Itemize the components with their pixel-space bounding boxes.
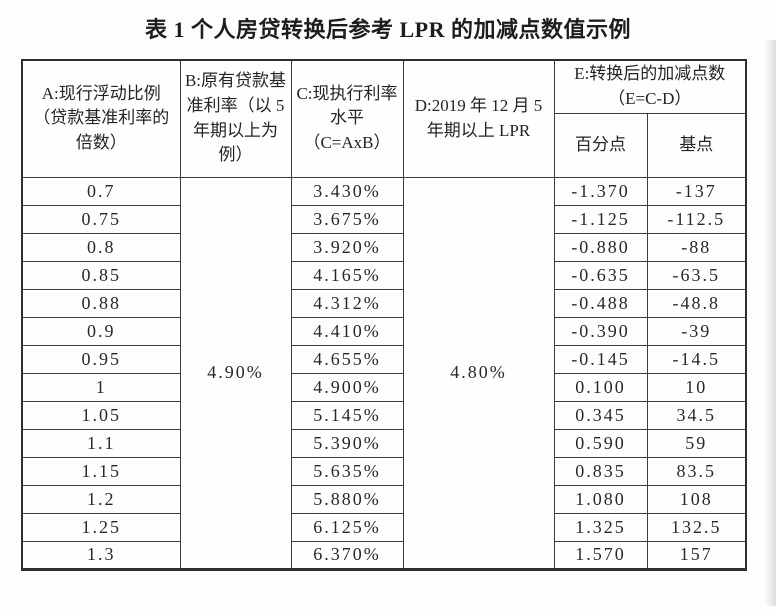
cell-percent-points: -0.635: [553, 260, 648, 290]
cell-current-rate: 5.880%: [290, 484, 404, 514]
cell-percent-points: 1.325: [553, 512, 648, 542]
cell-percent-points: 0.345: [553, 400, 648, 430]
cell-basis-points: 108: [646, 484, 747, 514]
header-col-a: A:现行浮动比例（贷款基准利率的倍数）: [21, 59, 181, 178]
cell-percent-points: 0.100: [553, 372, 648, 402]
header-col-e-percent: 百分点: [553, 112, 648, 178]
cell-basis-points: 157: [646, 540, 747, 570]
cell-basis-points: -63.5: [646, 260, 747, 290]
table-row: 1.15 5.635% 0.835 83.5: [21, 456, 747, 486]
table-row: 1.2 5.880% 1.080 108: [21, 484, 747, 514]
cell-current-rate: 6.125%: [290, 512, 404, 542]
cell-current-rate: 5.145%: [290, 400, 404, 430]
header-col-e-basis: 基点: [646, 112, 747, 178]
cell-basis-points: 10: [646, 372, 747, 402]
header-col-c: C:现执行利率水平（C=AxB）: [290, 59, 404, 178]
cell-ratio: 0.75: [21, 204, 181, 234]
header-col-b: B:原有贷款基准利率（以 5 年期以上为例）: [179, 59, 292, 178]
cell-current-rate: 6.370%: [290, 540, 404, 570]
table-row: 1 4.900% 0.100 10: [21, 372, 747, 402]
table-row: 1.3 6.370% 1.570 157: [21, 540, 747, 570]
table-row: 0.95 4.655% -0.145 -14.5: [21, 344, 747, 374]
table-row: 0.9 4.410% -0.390 -39: [21, 316, 747, 346]
cell-current-rate: 4.900%: [290, 372, 404, 402]
cell-percent-points: 1.570: [553, 540, 648, 570]
cell-current-rate: 3.920%: [290, 232, 404, 262]
cell-percent-points: -0.390: [553, 316, 648, 346]
cell-ratio: 0.9: [21, 316, 181, 346]
table-row: 0.7 4.90% 3.430% 4.80% -1.370 -137: [21, 176, 747, 570]
cell-ratio: 1: [21, 372, 181, 402]
table-body: 0.7 4.90% 3.430% 4.80% -1.370 -137 0.75 …: [21, 176, 747, 570]
cell-ratio: 1.1: [21, 428, 181, 458]
cell-ratio: 0.95: [21, 344, 181, 374]
cell-current-rate: 4.410%: [290, 316, 404, 346]
header-col-d: D:2019 年 12 月 5 年期以上 LPR: [402, 59, 555, 178]
cell-ratio: 0.88: [21, 288, 181, 318]
cell-basis-points: -48.8: [646, 288, 747, 318]
lpr-conversion-table: A:现行浮动比例（贷款基准利率的倍数） B:原有贷款基准利率（以 5 年期以上为…: [21, 59, 748, 571]
cell-current-rate: 4.655%: [290, 344, 404, 374]
cell-ratio: 0.85: [21, 260, 181, 290]
cell-percent-points: -0.880: [553, 232, 648, 262]
cell-lpr-merged: 4.80%: [402, 176, 555, 570]
cell-basis-points: 59: [646, 428, 747, 458]
cell-basis-points: 132.5: [646, 512, 747, 542]
cell-base-rate-merged: 4.90%: [179, 176, 292, 570]
header-row-top: A:现行浮动比例（贷款基准利率的倍数） B:原有贷款基准利率（以 5 年期以上为…: [21, 59, 747, 178]
cell-current-rate: 4.165%: [290, 260, 404, 290]
table-row: 0.88 4.312% -0.488 -48.8: [21, 288, 747, 318]
cell-basis-points: -88: [646, 232, 747, 262]
cell-ratio: 1.15: [21, 456, 181, 486]
table-row: 1.25 6.125% 1.325 132.5: [21, 512, 747, 542]
cell-current-rate: 4.312%: [290, 288, 404, 318]
table-row: 0.85 4.165% -0.635 -63.5: [21, 260, 747, 290]
header-row-sub: 百分点 基点: [22, 112, 747, 178]
table-header: A:现行浮动比例（贷款基准利率的倍数） B:原有贷款基准利率（以 5 年期以上为…: [21, 59, 747, 178]
cell-basis-points: -112.5: [646, 204, 747, 234]
table-title: 表 1 个人房贷转换后参考 LPR 的加减点数值示例: [144, 17, 631, 42]
cell-percent-points: 1.080: [553, 484, 648, 514]
cell-percent-points: -1.125: [553, 204, 648, 234]
cell-ratio: 1.2: [21, 484, 181, 514]
cell-ratio: 0.8: [21, 232, 181, 262]
cell-current-rate: 3.430%: [290, 176, 404, 206]
cell-basis-points: -14.5: [646, 344, 747, 374]
cell-percent-points: -1.370: [553, 176, 648, 206]
cell-percent-points: -0.488: [553, 288, 648, 318]
cell-basis-points: 34.5: [646, 400, 747, 430]
table-row: 0.75 3.675% -1.125 -112.5: [21, 204, 747, 234]
table-row: 1.05 5.145% 0.345 34.5: [21, 400, 747, 430]
table-row: 1.1 5.390% 0.590 59: [21, 428, 747, 458]
cell-percent-points: 0.835: [553, 456, 648, 486]
cell-current-rate: 3.675%: [290, 204, 404, 234]
cell-current-rate: 5.635%: [290, 456, 404, 486]
header-col-e: E:转换后的加减点数（E=C-D）: [553, 59, 747, 114]
table-row: 0.8 3.920% -0.880 -88: [21, 232, 747, 262]
cell-current-rate: 5.390%: [290, 428, 404, 458]
cell-basis-points: -137: [646, 176, 747, 206]
cell-percent-points: -0.145: [553, 344, 648, 374]
cell-basis-points: 83.5: [646, 456, 747, 486]
cell-percent-points: 0.590: [553, 428, 648, 458]
cell-ratio: 1.05: [21, 400, 181, 430]
cell-ratio: 1.3: [21, 540, 181, 570]
cell-basis-points: -39: [646, 316, 747, 346]
cell-ratio: 1.25: [21, 512, 181, 542]
cell-ratio: 0.7: [21, 176, 181, 206]
